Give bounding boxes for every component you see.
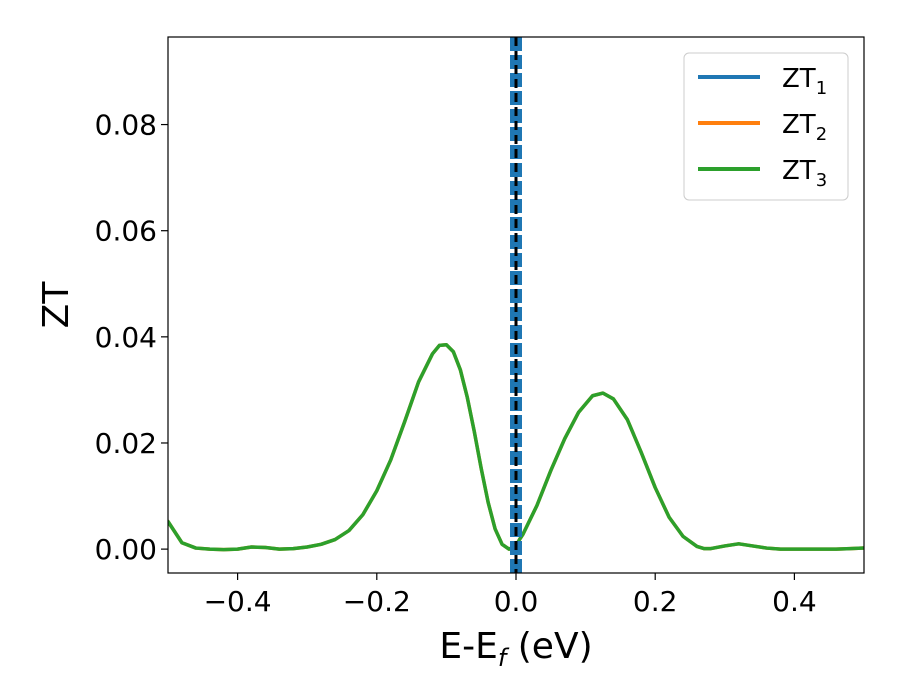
y-tick-label: 0.04 bbox=[95, 321, 157, 354]
y-axis-label: ZT bbox=[36, 281, 77, 329]
x-axis-label: E-Ef (eV) bbox=[439, 626, 592, 672]
series-line-zt3 bbox=[168, 343, 864, 552]
series-layer bbox=[168, 343, 864, 552]
y-tick-label: 0.02 bbox=[95, 427, 157, 460]
y-axis-ticks: 0.00 0.02 0.04 0.06 0.08 bbox=[95, 109, 168, 566]
legend-box bbox=[683, 52, 849, 201]
legend-label: ZT1 bbox=[782, 64, 827, 99]
legend-label: ZT2 bbox=[782, 110, 827, 145]
x-axis-ticks: −0.4 −0.2 0.0 0.2 0.4 bbox=[204, 573, 817, 618]
x-tick-label: 0.4 bbox=[772, 585, 817, 618]
x-tick-label: 0.2 bbox=[633, 585, 678, 618]
y-tick-label: 0.08 bbox=[95, 109, 157, 142]
legend-label: ZT3 bbox=[782, 156, 827, 191]
x-tick-label: 0.0 bbox=[494, 585, 539, 618]
legend-items: ZT1 ZT2 ZT3 bbox=[698, 64, 827, 191]
legend: ZT1 ZT2 ZT3 bbox=[683, 52, 849, 201]
y-tick-label: 0.00 bbox=[95, 533, 157, 566]
y-tick-label: 0.06 bbox=[95, 215, 157, 248]
x-tick-label: −0.2 bbox=[343, 585, 411, 618]
x-tick-label: −0.4 bbox=[204, 585, 272, 618]
